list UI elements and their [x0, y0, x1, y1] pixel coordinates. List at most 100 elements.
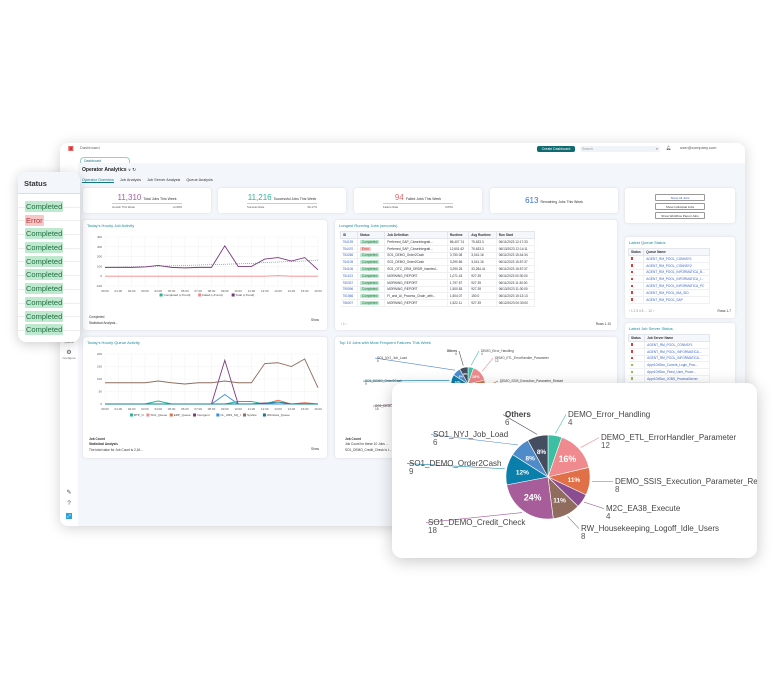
nav-configure[interactable]: ⚙ Configure — [62, 349, 76, 360]
name-link[interactable]: AGENT_RM_POOL_INFORMATICA_PC — [646, 284, 705, 289]
column-header[interactable]: Avg Runtime — [468, 231, 497, 239]
tab-dashboard[interactable]: Dashboard — [80, 157, 130, 164]
table-row[interactable]: AGENT_RM_POOL_CONNSY1 — [628, 255, 710, 263]
name-link[interactable]: AGENT_RM_POOL_CONNSY1 — [646, 256, 692, 261]
legend-label[interactable]: Failed (+Trend) — [202, 293, 222, 297]
show-workflow-parent-jobs-button[interactable]: Show Workflow Parent Jobs — [655, 212, 705, 219]
refresh-icon[interactable]: ↻ — [132, 167, 137, 172]
kpi-card[interactable]: 613 Remaining Jobs This Week — [490, 188, 618, 213]
name-link[interactable]: AGENT_RM_POOL_INFORMATICA... — [647, 349, 702, 354]
chevron-down-icon[interactable]: ∨ — [127, 167, 131, 172]
job-id-link[interactable]: 754470 — [342, 246, 354, 251]
name-link[interactable]: Appr10XBox_Current_Login_Proc... — [647, 363, 698, 368]
table-row[interactable]: AGENT_RM_POOL_CONNSY1 — [628, 341, 710, 349]
column-header[interactable]: Run Start — [495, 231, 536, 239]
table-row[interactable]: AGENT_RM_POOL_CONNSY2 — [628, 262, 710, 270]
kpi-card[interactable]: 11,310 Total Jobs This Week Growth This We… — [83, 188, 211, 213]
name-link[interactable]: AGENT_RM_POOL_CONNSY2 — [646, 263, 692, 268]
legend-label[interactable]: Total (+Trend) — [236, 293, 255, 297]
table-row[interactable]: 759096 Completed MORNING_REPORT 1,500.83 927… — [340, 286, 536, 294]
name-link[interactable]: Appr10XBox_Fixed_User_Proce... — [647, 370, 696, 375]
job-id-link[interactable]: 756007 — [342, 301, 354, 306]
job-id-link[interactable]: 759096 — [342, 287, 354, 292]
legend-label[interactable]: SOL_Queue — [150, 413, 167, 417]
legend-label[interactable]: Windows_Queue — [267, 413, 290, 417]
name-link[interactable]: AGENT_RM_POOL_INFORMATICA_B... — [646, 270, 705, 275]
show-link[interactable]: Show — [311, 447, 319, 451]
search-input[interactable]: Search ⌕ — [580, 146, 660, 152]
name-link[interactable]: AGENT_RM_POOL_SAP — [646, 297, 683, 302]
name-link[interactable]: AGENT_RM_POOL_INFORMATICA... — [647, 356, 702, 361]
job-id-link[interactable]: 754106 — [342, 267, 354, 272]
table-row[interactable]: 754139 Completed Preferred_SAP_CloseIntegr… — [340, 238, 536, 246]
tab-job-server-analysis[interactable]: Job Server Analysis — [146, 178, 181, 182]
table-row[interactable]: 754470 Error Preferred_SAP_CloseIntegrati.… — [340, 245, 536, 253]
table-row[interactable]: 756007 Completed MORNING_REPORT 1,522.11 927… — [340, 299, 536, 307]
name-link[interactable]: AGENT_RM_POOL_IBA_SID — [646, 290, 689, 295]
series-line-total-trend-[interactable] — [105, 244, 319, 271]
series-line-completed-trend-[interactable] — [104, 259, 319, 268]
name-link[interactable]: AGENT_RM_POOL_CONNSY1 — [647, 342, 693, 347]
column-header[interactable]: Queue Name — [643, 248, 710, 256]
table-row[interactable]: AGENT_RM_POOL_INFORMATICA... — [628, 355, 710, 363]
bell-icon[interactable]: 🔔︎ — [666, 145, 672, 150]
legend-label[interactable]: BTP_O — [134, 413, 145, 417]
job-id-link[interactable]: 754139 — [342, 239, 354, 244]
legend-label[interactable]: Sysline — [247, 413, 257, 417]
table-row[interactable]: 750337 Completed MORNING_REPORT 1,797.57 927… — [340, 279, 536, 287]
collapse-icon[interactable]: ⤢ — [66, 513, 72, 519]
pie-slice-so1-demo-credit-check[interactable] — [506, 476, 554, 520]
show-all-jobs-button[interactable]: Show All Jobs — [655, 194, 705, 201]
column-header[interactable]: Runtime — [446, 231, 470, 239]
legend-label[interactable]: Completed (+Trend) — [164, 293, 191, 297]
page-title[interactable]: Operator Analytics ∨ ↻ — [82, 167, 136, 173]
table-row[interactable]: 751566 Completed FI_and_AI_Process_Chain_w… — [340, 292, 536, 301]
kpi-card[interactable]: 94 Failed Jobs This Week Failure Rate 0.83% — [354, 188, 482, 213]
column-header[interactable]: Job Server Name — [644, 334, 710, 342]
tab-operator-overview[interactable]: Operator Overview — [82, 178, 114, 183]
table-row[interactable]: 754266 Completed SO1_DEMO_Order2Cash 3,750.… — [340, 252, 536, 260]
job-id-link[interactable]: 751566 — [342, 294, 354, 299]
user-menu[interactable]: user@company.com — [680, 145, 717, 150]
table-row[interactable]: AGENT_RM_POOL_INFORMATICA_I... — [628, 275, 710, 284]
job-id-link[interactable]: 751103 — [342, 273, 353, 278]
kpi-card[interactable]: 11,216 Successful Jobs This Week Success R… — [218, 188, 346, 213]
column-header[interactable]: Job Definition — [384, 231, 448, 239]
name-link[interactable]: AGENT_RM_POOL_INFORMATICA_I... — [646, 277, 704, 282]
pager[interactable]: ‹ 1 2 3 4 5 … 12 › — [629, 309, 654, 313]
tab-job-analysis[interactable]: Job Analysis — [119, 178, 141, 182]
show-link[interactable]: Show — [311, 318, 319, 322]
column-header[interactable]: Status — [627, 334, 646, 342]
table-row[interactable]: Appr10XBox_JOBS_ProcessServer — [628, 375, 710, 383]
show-individual-jobs-button[interactable]: Show Individual Jobs — [655, 203, 705, 210]
table-row[interactable]: AGENT_RM_POOL_SAP — [628, 296, 710, 304]
series-line-windows-queue[interactable] — [105, 401, 318, 405]
table-row[interactable]: AGENT_RM_POOL_INFORMATICA_PC — [628, 282, 710, 290]
column-header[interactable]: Status — [356, 231, 386, 239]
legend-label[interactable]: ERP_Queue — [174, 413, 191, 417]
table-row[interactable]: AGENT_RM_POOL_IBA_SID — [628, 289, 710, 297]
create-dashboard-button[interactable]: Create Dashboard — [537, 146, 575, 152]
job-id-link[interactable]: 750337 — [342, 280, 354, 285]
help-icon[interactable]: ? — [67, 501, 71, 507]
pager[interactable]: ‹ 1 › — [341, 322, 347, 326]
pie-slice-others[interactable] — [459, 366, 469, 385]
name-link[interactable]: Appr10XBox_JOBS_ProcessServer — [647, 376, 698, 381]
table-row[interactable]: Appr10XBox_Current_Login_Proc... — [628, 361, 710, 370]
table-row[interactable]: AGENT_RM_POOL_INFORMATICA... — [628, 348, 710, 356]
column-header[interactable]: ID — [340, 231, 358, 239]
legend-label[interactable]: CL_URS_SQ_I — [220, 413, 241, 417]
job-id-link[interactable]: 754105 — [342, 260, 354, 265]
pie-slice-others[interactable] — [527, 434, 549, 478]
legend-label[interactable]: Insurgent — [197, 413, 210, 417]
job-id-link[interactable]: 754266 — [342, 253, 354, 258]
series-line-sysline[interactable] — [105, 358, 319, 388]
table-row[interactable]: AGENT_RM_POOL_INFORMATICA_B... — [628, 269, 710, 277]
table-row[interactable]: 754106 Completed SO1_OTC_CRM_ORDR_Inserted… — [340, 265, 536, 273]
table-row[interactable]: 754105 Completed SO1_DEMO_Order2Cash 3,290.… — [340, 258, 536, 267]
table-row[interactable]: Appr10XBox_Fixed_User_Proce... — [628, 368, 710, 376]
column-header[interactable]: Status — [627, 248, 645, 256]
table-row[interactable]: 751103 Completed MORNING_REPORT 1,071.43 927… — [340, 272, 536, 280]
pin-icon[interactable]: ✎ — [66, 490, 72, 496]
tab-queue-analysis[interactable]: Queue Analysis — [186, 178, 213, 182]
